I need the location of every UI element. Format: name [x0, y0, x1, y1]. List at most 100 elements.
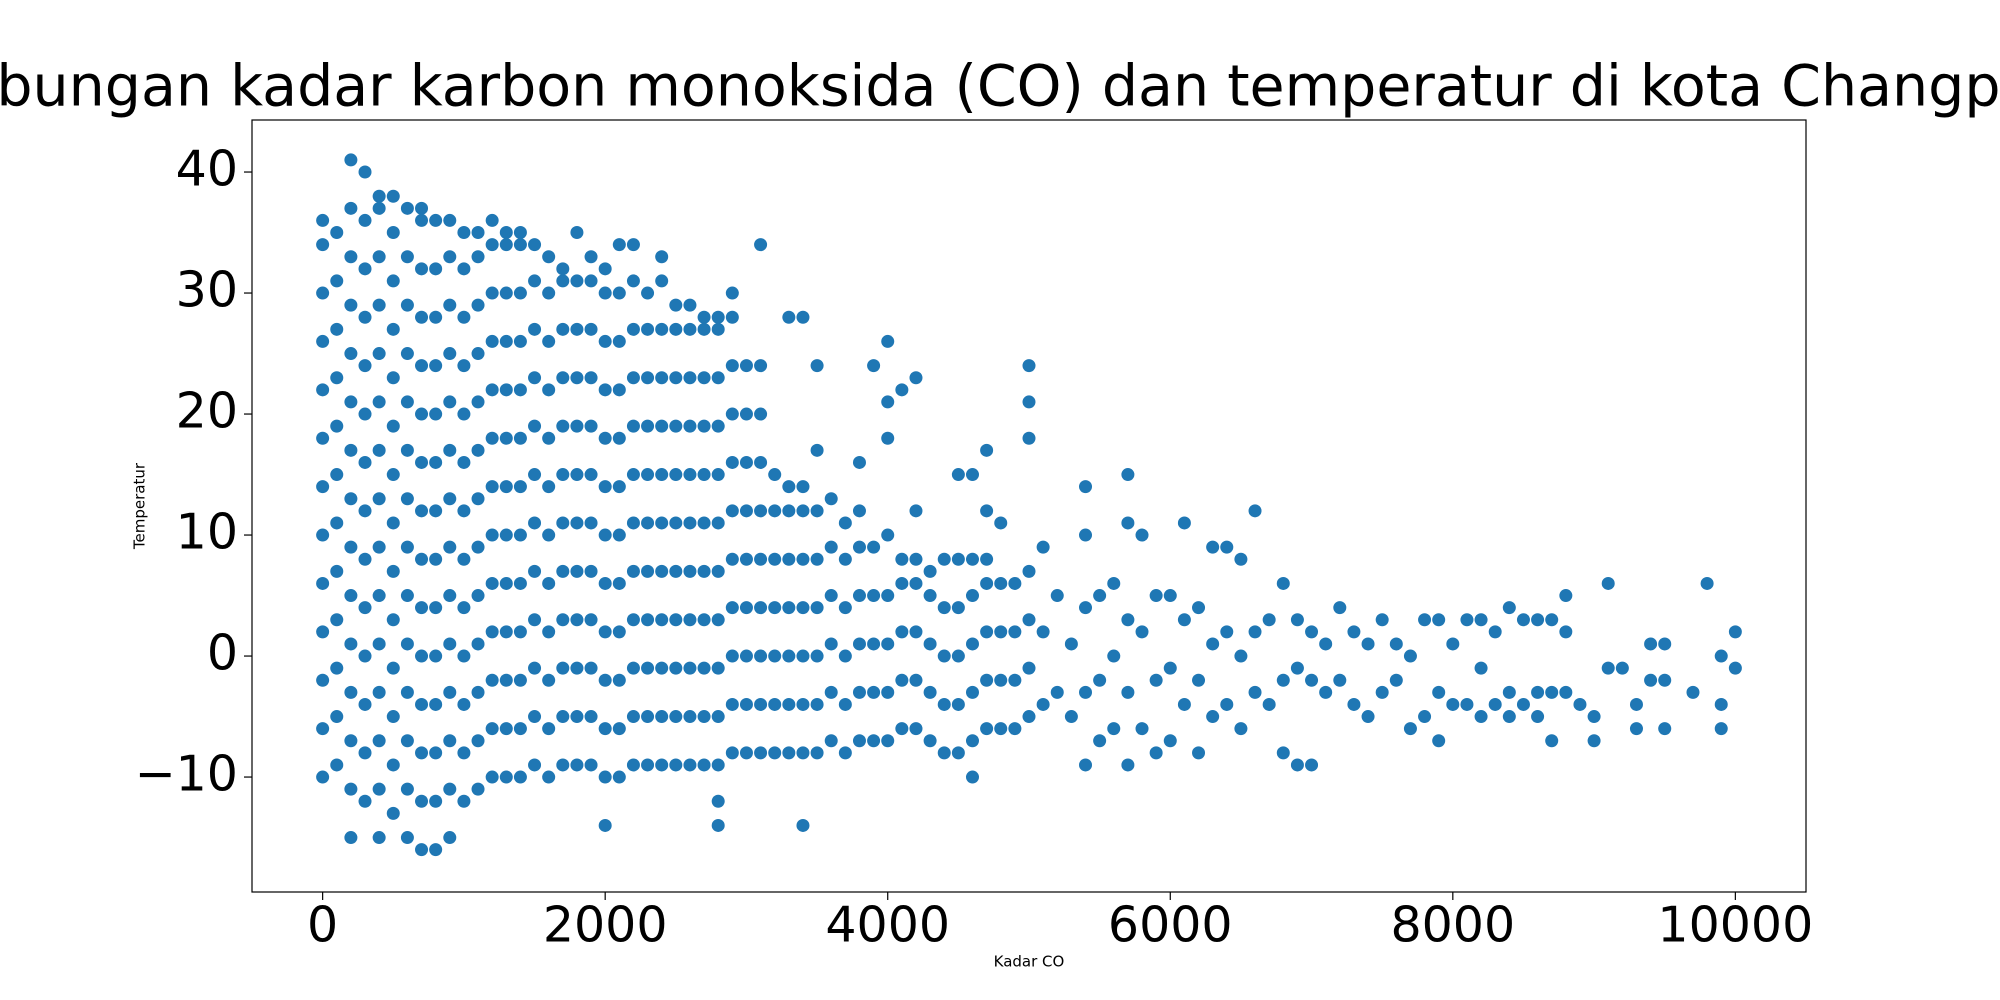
- scatter-point: [570, 661, 584, 675]
- scatter-point: [1403, 722, 1417, 736]
- scatter-point: [754, 407, 768, 421]
- x-tick-label: 10000: [1657, 897, 1813, 954]
- scatter-point: [782, 504, 796, 518]
- scatter-point: [372, 189, 386, 203]
- scatter-point: [443, 492, 457, 506]
- scatter-point: [669, 710, 683, 724]
- scatter-point: [655, 322, 669, 336]
- scatter-point: [485, 238, 499, 252]
- scatter-point: [457, 504, 471, 518]
- scatter-point: [725, 286, 739, 300]
- scatter-point: [867, 589, 881, 603]
- scatter-point: [1177, 613, 1191, 627]
- scatter-point: [429, 649, 443, 663]
- scatter-point: [612, 576, 626, 590]
- scatter-point: [429, 262, 443, 276]
- scatter-point: [655, 661, 669, 675]
- scatter-point: [838, 552, 852, 566]
- scatter-point: [1234, 722, 1248, 736]
- scatter-point: [1022, 661, 1036, 675]
- y-tick-label: −10: [135, 746, 238, 803]
- scatter-point: [1192, 601, 1206, 615]
- scatter-point: [372, 201, 386, 215]
- scatter-point: [725, 697, 739, 711]
- scatter-point: [683, 710, 697, 724]
- scatter-point: [556, 419, 570, 433]
- scatter-point: [471, 443, 485, 457]
- scatter-point: [316, 576, 330, 590]
- scatter-point: [485, 431, 499, 445]
- scatter-point: [598, 334, 612, 348]
- scatter-point: [1276, 673, 1290, 687]
- scatter-point: [528, 661, 542, 675]
- scatter-point: [1192, 746, 1206, 760]
- scatter-point: [881, 734, 895, 748]
- y-tick-label: 40: [176, 141, 238, 198]
- scatter-point: [1502, 710, 1516, 724]
- scatter-point: [951, 649, 965, 663]
- scatter-point: [881, 431, 895, 445]
- scatter-point: [584, 710, 598, 724]
- scatter-point: [1079, 480, 1093, 494]
- scatter-point: [768, 649, 782, 663]
- scatter-point: [1545, 685, 1559, 699]
- scatter-point: [415, 504, 429, 518]
- scatter-point: [429, 213, 443, 227]
- scatter-point: [499, 722, 513, 736]
- scatter-point: [400, 685, 414, 699]
- scatter-point: [330, 419, 344, 433]
- scatter-point: [683, 468, 697, 482]
- scatter-point: [626, 758, 640, 772]
- scatter-point: [316, 213, 330, 227]
- scatter-point: [923, 734, 937, 748]
- scatter-point: [669, 516, 683, 530]
- scatter-point: [1008, 673, 1022, 687]
- scatter-point: [1474, 661, 1488, 675]
- scatter-point: [471, 589, 485, 603]
- scatter-point: [951, 746, 965, 760]
- scatter-point: [980, 552, 994, 566]
- scatter-point: [316, 770, 330, 784]
- scatter-point: [400, 395, 414, 409]
- scatter-point: [612, 673, 626, 687]
- scatter-point: [415, 201, 429, 215]
- scatter-point: [598, 673, 612, 687]
- scatter-point: [725, 746, 739, 760]
- scatter-point: [711, 818, 725, 832]
- scatter-point: [895, 625, 909, 639]
- scatter-point: [344, 637, 358, 651]
- plot-area: [316, 153, 1742, 857]
- scatter-point: [400, 734, 414, 748]
- chart-title: Hubungan kadar karbon monoksida (CO) dan…: [0, 54, 2000, 120]
- scatter-point: [372, 589, 386, 603]
- scatter-point: [330, 322, 344, 336]
- scatter-point: [372, 250, 386, 264]
- scatter-point: [683, 613, 697, 627]
- scatter-point: [528, 710, 542, 724]
- scatter-point: [358, 552, 372, 566]
- scatter-point: [1093, 673, 1107, 687]
- scatter-point: [612, 286, 626, 300]
- scatter-point: [513, 238, 527, 252]
- scatter-point: [443, 395, 457, 409]
- scatter-point: [683, 661, 697, 675]
- scatter-point: [1446, 637, 1460, 651]
- scatter-point: [612, 770, 626, 784]
- scatter-point: [1107, 576, 1121, 590]
- scatter-point: [485, 213, 499, 227]
- scatter-point: [584, 758, 598, 772]
- scatter-point: [513, 673, 527, 687]
- scatter-point: [1036, 697, 1050, 711]
- scatter-point: [372, 782, 386, 796]
- scatter-point: [1022, 613, 1036, 627]
- scatter-point: [612, 238, 626, 252]
- scatter-point: [598, 528, 612, 542]
- x-tick-label: 6000: [1108, 897, 1233, 954]
- scatter-point: [1234, 649, 1248, 663]
- scatter-point: [1714, 697, 1728, 711]
- scatter-point: [1644, 637, 1658, 651]
- scatter-point: [598, 576, 612, 590]
- scatter-point: [1319, 685, 1333, 699]
